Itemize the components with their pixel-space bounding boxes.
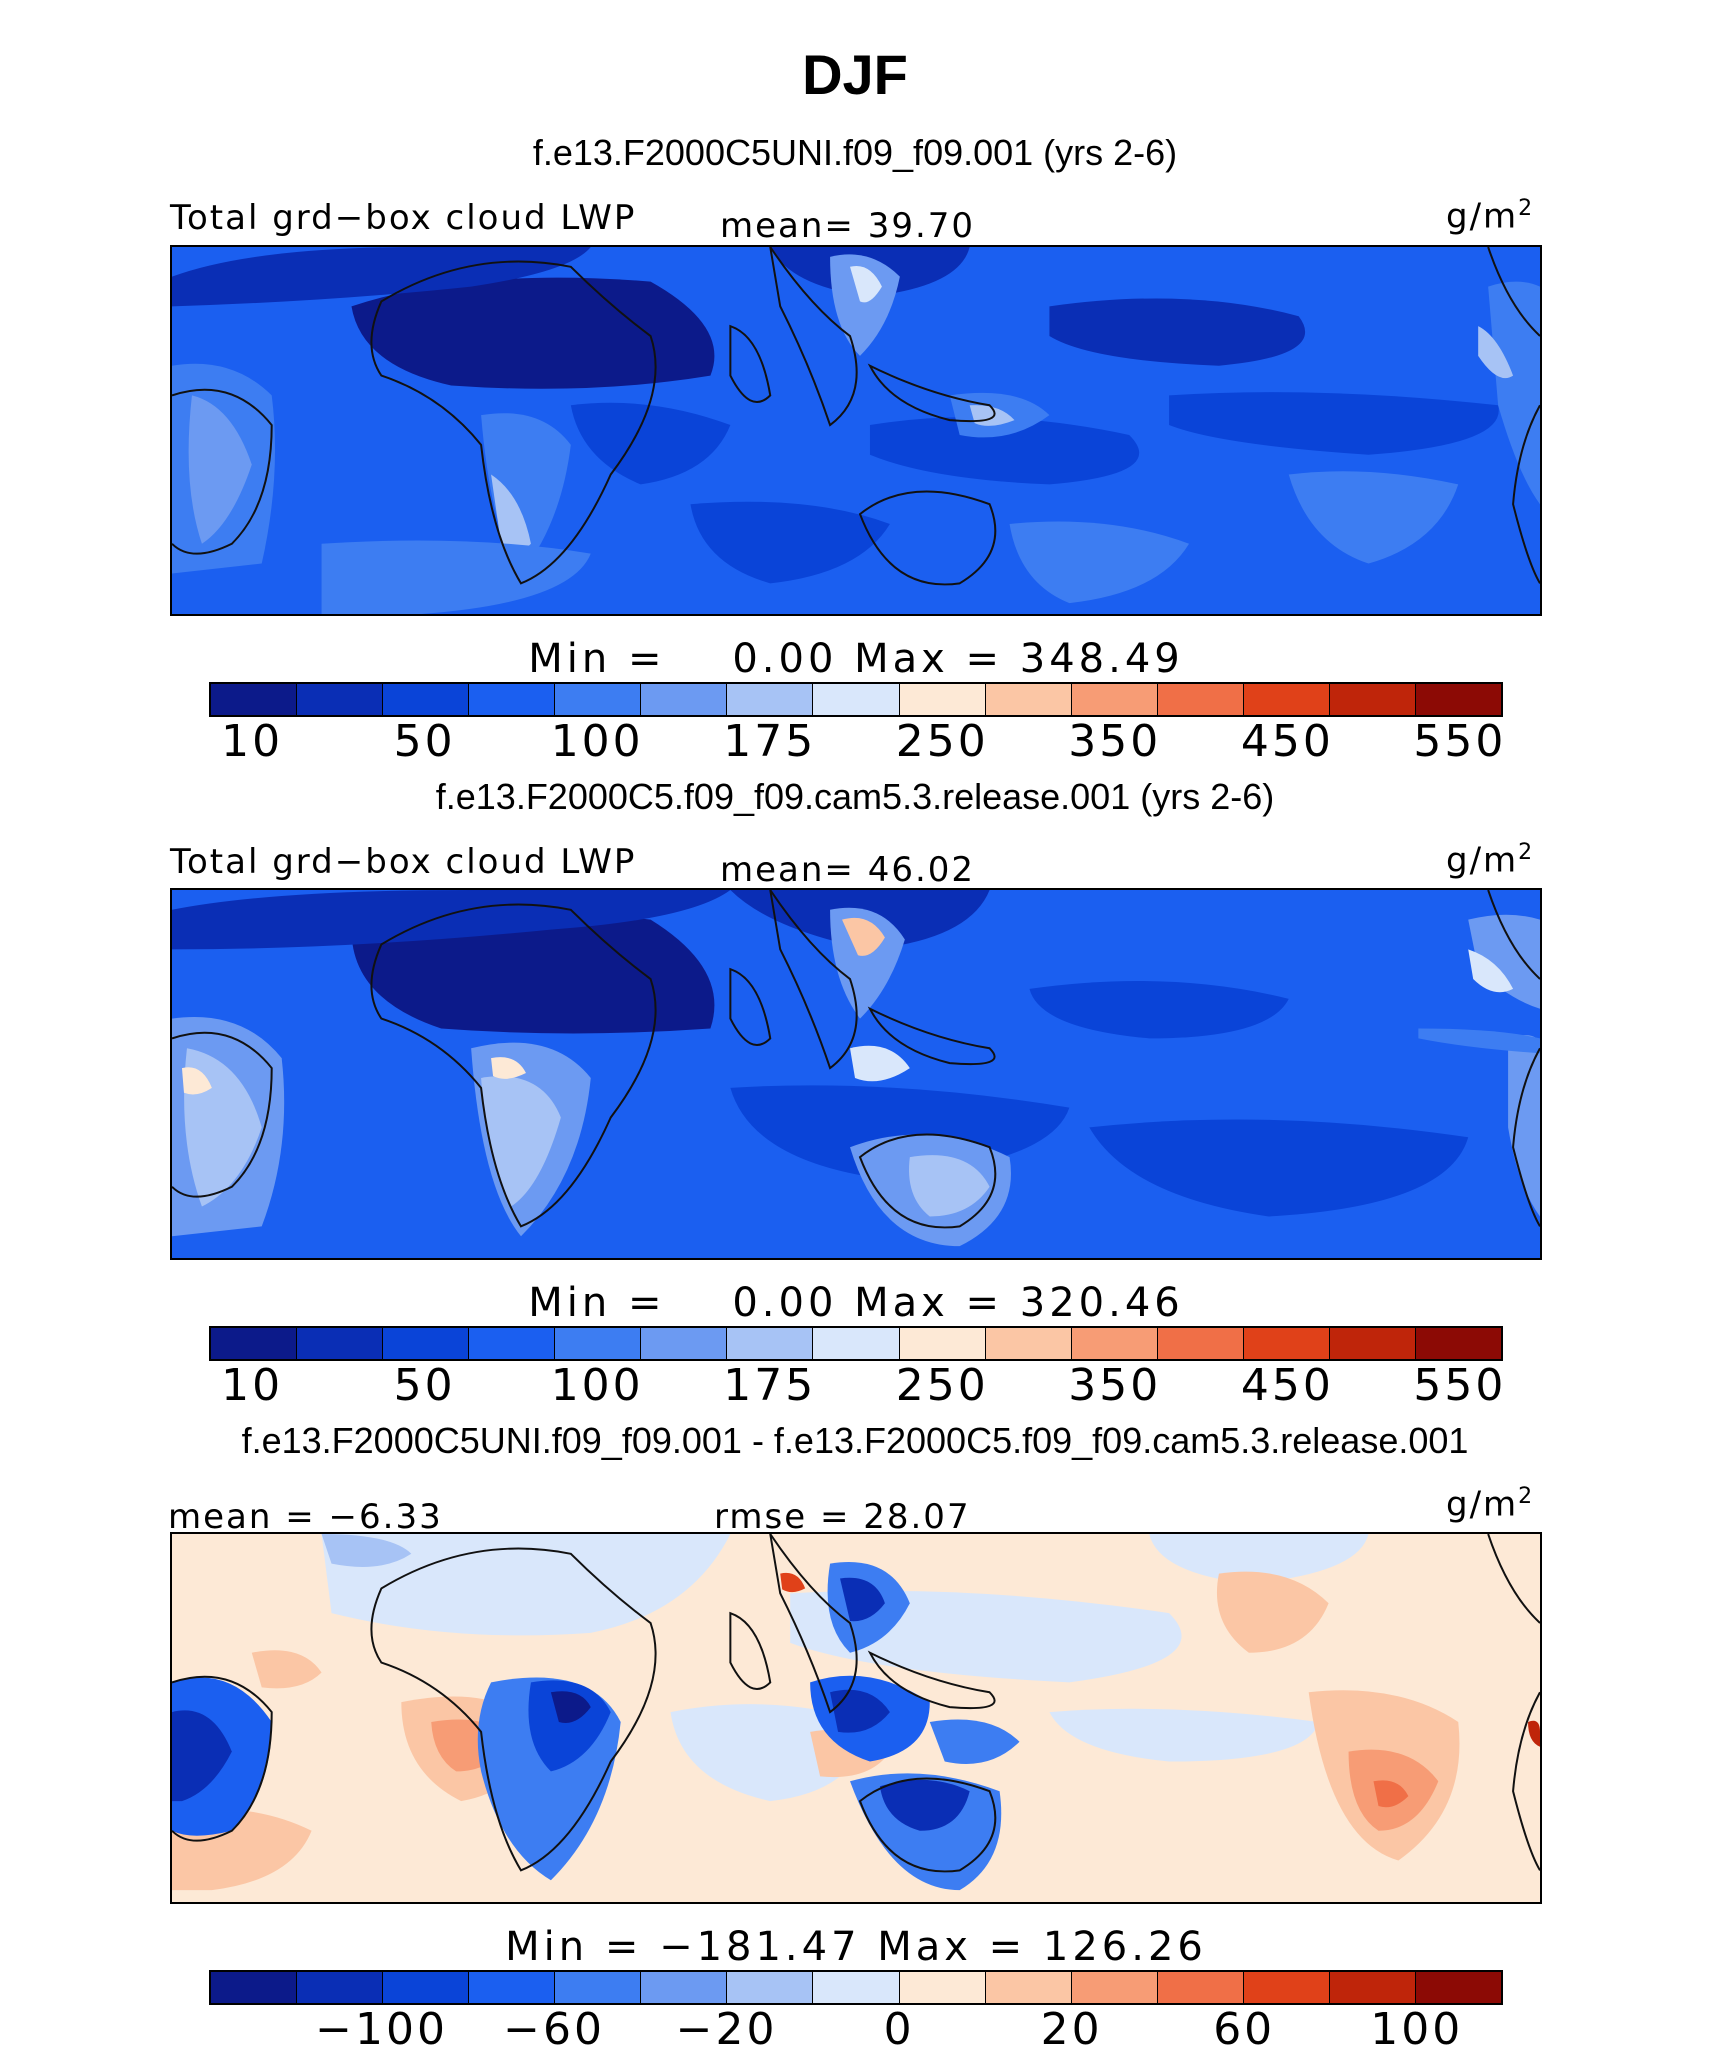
colorbar-tick-label: 550 (1413, 716, 1507, 767)
colorbar-tick-label: 450 (1240, 1360, 1334, 1411)
colorbar-segment (641, 1328, 728, 1359)
colorbar-segment (1329, 684, 1416, 715)
colorbar-segment (469, 1328, 556, 1359)
colorbar-tick-label: −20 (675, 2004, 778, 2055)
panel-3-min-max: Min = −181.47 Max = 126.26 (505, 1924, 1207, 1970)
colorbar-segment (1157, 1328, 1244, 1359)
colorbar-segment (211, 1972, 298, 2003)
colorbar-tick-label: 250 (895, 1360, 989, 1411)
colorbar-segment (555, 1328, 642, 1359)
colorbar-segment (985, 1972, 1072, 2003)
colorbar-segment (469, 684, 556, 715)
colorbar-segment (297, 1328, 384, 1359)
colorbar-tick-label: 550 (1413, 1360, 1507, 1411)
colorbar-segment (899, 1328, 986, 1359)
colorbar-segment (469, 1972, 556, 2003)
colorbar-tick-label: 250 (895, 716, 989, 767)
colorbar-segment (1243, 1328, 1330, 1359)
panel-3-case-title: f.e13.F2000C5UNI.f09_f09.001 - f.e13.F20… (241, 1420, 1469, 1461)
colorbar-tick-label: 450 (1240, 716, 1334, 767)
panel-1-map (170, 245, 1542, 616)
colorbar-tick-label: 100 (550, 1360, 644, 1411)
colorbar-segment (211, 684, 298, 715)
colorbar-segment (297, 684, 384, 715)
panel-3-rmse-label: rmse = 28.07 (714, 1497, 971, 1537)
panel-2-min-max: Min = 0.00 Max = 320.46 (528, 1280, 1184, 1326)
colorbar-tick-label: 0 (883, 2004, 915, 2055)
colorbar-tick-label: 20 (1040, 2004, 1103, 2055)
panel-1-unit-label: g/m2 (1446, 196, 1535, 237)
panel-3-colorbar-ticks: −100 −60 −20 0 20 60 100 (0, 2004, 1710, 2055)
panel-2-colorbar (209, 1326, 1503, 1361)
colorbar-segment (727, 684, 814, 715)
colorbar-segment (383, 1972, 470, 2003)
panel-3-map (170, 1532, 1542, 1904)
colorbar-segment (555, 684, 642, 715)
panel-2-colorbar-ticks: 10 50 100 175 250 350 450 550 (0, 1360, 1710, 1420)
colorbar-segment (383, 684, 470, 715)
colorbar-segment (1415, 1972, 1501, 2003)
colorbar-segment (641, 684, 728, 715)
panel-1-variable-label: Total grd−box cloud LWP (170, 198, 637, 238)
colorbar-segment (813, 1972, 900, 2003)
colorbar-segment (211, 1328, 298, 1359)
colorbar-tick-label: 100 (550, 716, 644, 767)
colorbar-tick-label: 350 (1068, 1360, 1162, 1411)
colorbar-segment (1415, 684, 1501, 715)
colorbar-tick-label: 350 (1068, 716, 1162, 767)
colorbar-tick-label: 50 (393, 716, 456, 767)
colorbar-segment (1071, 1972, 1158, 2003)
panel-2-map (170, 888, 1542, 1260)
colorbar-segment (899, 684, 986, 715)
panel-2-mean-label: mean= 46.02 (720, 850, 976, 890)
colorbar-segment (985, 684, 1072, 715)
colorbar-segment (1243, 684, 1330, 715)
panel-1-case-title: f.e13.F2000C5UNI.f09_f09.001 (yrs 2-6) (532, 132, 1178, 173)
colorbar-tick-label: 175 (723, 1360, 817, 1411)
panel-1-mean-label: mean= 39.70 (720, 206, 976, 246)
panel-2-unit-label: g/m2 (1446, 840, 1535, 881)
panel-2-case-title: f.e13.F2000C5.f09_f09.cam5.3.release.001… (435, 776, 1275, 817)
colorbar-tick-label: −60 (503, 2004, 605, 2055)
colorbar-segment (899, 1972, 986, 2003)
colorbar-segment (985, 1328, 1072, 1359)
colorbar-segment (813, 1328, 900, 1359)
colorbar-segment (1157, 684, 1244, 715)
colorbar-segment (1415, 1328, 1501, 1359)
figure-title: DJF (802, 43, 908, 106)
colorbar-tick-label: −100 (315, 2004, 448, 2055)
colorbar-segment (1329, 1972, 1416, 2003)
colorbar-tick-label: 60 (1213, 2004, 1276, 2055)
panel-1-min-max: Min = 0.00 Max = 348.49 (528, 636, 1184, 682)
colorbar-tick-label: 10 (221, 1360, 284, 1411)
colorbar-segment (727, 1328, 814, 1359)
colorbar-segment (1243, 1972, 1330, 2003)
panel-3-mean-label: mean = −6.33 (168, 1497, 443, 1537)
panel-1-colorbar-ticks: 10 50 100 175 250 350 450 550 (0, 716, 1710, 776)
colorbar-segment (555, 1972, 642, 2003)
colorbar-segment (1071, 684, 1158, 715)
panel-3-colorbar (209, 1970, 1503, 2005)
colorbar-tick-label: 10 (221, 716, 284, 767)
colorbar-segment (813, 684, 900, 715)
colorbar-segment (1329, 1328, 1416, 1359)
colorbar-segment (297, 1972, 384, 2003)
colorbar-tick-label: 50 (393, 1360, 456, 1411)
colorbar-tick-label: 175 (723, 716, 817, 767)
colorbar-segment (641, 1972, 728, 2003)
panel-2-variable-label: Total grd−box cloud LWP (170, 842, 637, 882)
panel-3-unit-label: g/m2 (1446, 1484, 1535, 1525)
colorbar-tick-label: 100 (1370, 2004, 1464, 2055)
colorbar-segment (1071, 1328, 1158, 1359)
colorbar-segment (727, 1972, 814, 2003)
panel-1-colorbar (209, 682, 1503, 717)
colorbar-segment (1157, 1972, 1244, 2003)
colorbar-segment (383, 1328, 470, 1359)
